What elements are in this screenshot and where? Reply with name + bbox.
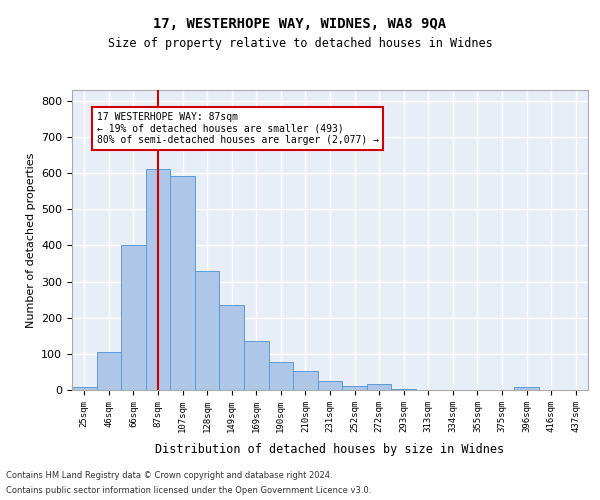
Bar <box>195 272 220 390</box>
Text: Distribution of detached houses by size in Widnes: Distribution of detached houses by size … <box>155 442 505 456</box>
Y-axis label: Number of detached properties: Number of detached properties <box>26 152 35 328</box>
Bar <box>391 389 416 390</box>
Bar <box>367 384 391 390</box>
Text: Size of property relative to detached houses in Widnes: Size of property relative to detached ho… <box>107 38 493 51</box>
Bar <box>72 388 97 390</box>
Bar <box>514 387 539 390</box>
Text: 17, WESTERHOPE WAY, WIDNES, WA8 9QA: 17, WESTERHOPE WAY, WIDNES, WA8 9QA <box>154 18 446 32</box>
Text: Contains public sector information licensed under the Open Government Licence v3: Contains public sector information licen… <box>6 486 371 495</box>
Bar <box>342 386 367 390</box>
Bar <box>244 341 269 390</box>
Bar <box>318 380 342 390</box>
Bar <box>293 371 318 390</box>
Bar <box>220 304 244 390</box>
Bar <box>269 362 293 390</box>
Bar <box>121 245 146 390</box>
Text: 17 WESTERHOPE WAY: 87sqm
← 19% of detached houses are smaller (493)
80% of semi-: 17 WESTERHOPE WAY: 87sqm ← 19% of detach… <box>97 112 379 145</box>
Bar <box>170 176 195 390</box>
Bar <box>146 169 170 390</box>
Text: Contains HM Land Registry data © Crown copyright and database right 2024.: Contains HM Land Registry data © Crown c… <box>6 471 332 480</box>
Bar <box>97 352 121 390</box>
